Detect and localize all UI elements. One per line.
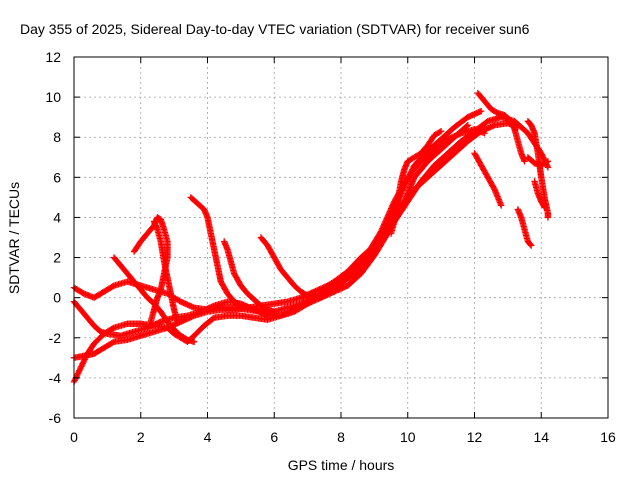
series-pass-13 [471,150,505,209]
data-point [436,128,443,136]
data-point [541,204,548,211]
x-tick-label: 16 [600,429,616,445]
axis-ticks: 0 2 4 6 8 10 12 14 16 -6 -4 -2 0 2 4 6 8 10 12 [45,49,616,445]
data-point [408,167,415,175]
data-point [403,178,410,186]
data-point [271,308,278,315]
y-tick-label: 2 [53,250,61,266]
series-pass-8 [187,194,271,317]
data-point [477,107,485,115]
data-point [76,367,83,374]
data-point [81,356,88,363]
data-point [402,180,409,187]
data-point [82,354,89,362]
data-point [407,169,415,176]
x-tick-label: 12 [467,429,483,445]
data-point [464,121,472,129]
data-point [409,164,417,172]
data-point [80,359,87,366]
data-point [490,184,497,192]
y-tick-label: -6 [49,410,62,426]
x-axis-label: GPS time / hours [288,457,395,473]
series-pass-14 [514,206,535,249]
data-point [528,242,535,249]
data-point [544,214,552,221]
data-point [147,318,154,325]
data-point [463,122,470,130]
y-tick-label: -2 [49,330,62,346]
data-point [73,373,80,380]
data-point [190,338,198,345]
data-point [72,375,79,383]
data-point [521,158,528,165]
y-tick-label: 4 [53,209,61,225]
y-tick-label: 12 [45,49,61,65]
series-pass-12 [474,89,528,165]
x-tick-label: 2 [137,429,145,445]
series-pass-7 [150,218,181,325]
data-point [409,166,416,173]
series-pass-3 [70,113,552,315]
series-pass-11 [387,128,445,237]
data-point [79,360,86,367]
data-point [174,318,181,325]
data-point [405,174,412,182]
series-pass-6 [130,214,171,325]
x-tick-label: 14 [533,429,549,445]
data-point [544,158,552,165]
data-point [74,370,82,377]
y-axis-label: SDTVAR / TECUs [6,182,22,294]
y-tick-label: 10 [45,89,61,105]
y-tick-label: 6 [53,169,61,185]
series-pass-9 [220,238,278,315]
data-point [527,241,534,248]
x-tick-label: 4 [204,429,212,445]
y-tick-label: 8 [53,129,61,145]
data-point [406,171,413,179]
series-pass-16 [524,154,552,169]
data-marks [70,89,552,386]
x-tick-label: 6 [270,429,278,445]
series-pass-17 [531,178,548,211]
data-point [77,364,84,372]
data-point [405,173,413,180]
data-point [540,203,548,210]
data-point [407,170,414,177]
x-tick-label: 0 [70,429,78,445]
data-point [78,363,85,370]
data-point [74,371,81,379]
data-point [80,357,88,365]
chart-title: Day 355 of 2025, Sidereal Day-to-day VTE… [20,21,530,37]
data-point [76,366,84,373]
series-pass-5 [110,254,198,345]
data-point [544,164,552,171]
series-pass-10 [257,121,472,301]
data-point [403,177,411,184]
data-point [75,368,82,376]
data-point [543,158,550,166]
data-point [78,361,86,369]
y-tick-label: 0 [53,290,61,306]
x-tick-label: 8 [337,429,345,445]
x-tick-label: 10 [400,429,416,445]
data-point [303,291,310,299]
data-point [404,176,411,183]
data-point [82,353,90,360]
data-point [498,202,505,209]
y-tick-label: -4 [49,370,62,386]
data-point [437,128,445,135]
series-pass-2 [70,119,522,386]
